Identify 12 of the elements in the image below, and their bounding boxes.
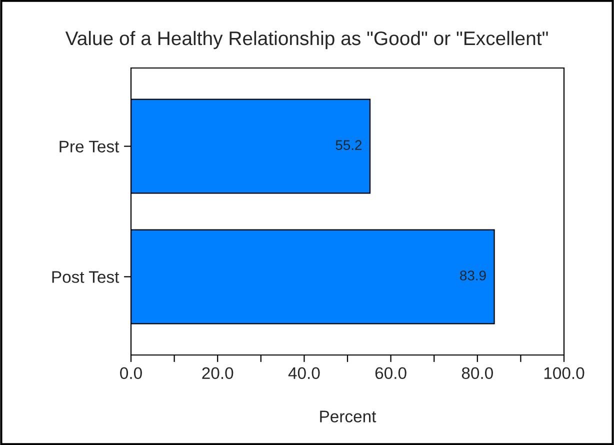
y-tick-label: Pre Test (60, 140, 120, 152)
y-tick-label: Post Test (52, 271, 120, 283)
x-tick-label: 60.0 (375, 367, 406, 380)
x-tick-label: 0.0 (120, 367, 142, 380)
x-axis-title: Percent (320, 410, 376, 422)
x-tick-label: 40.0 (288, 367, 320, 380)
x-tick-label: 100.0 (544, 367, 584, 380)
x-tick-label: 20.0 (202, 367, 234, 380)
x-tick-label: 80.0 (462, 367, 493, 380)
data-label: 83.9 (460, 270, 486, 280)
chart-title: Value of a Healthy Relationship as "Good" or "Excellent" (65, 30, 548, 50)
data-label: 55.2 (336, 140, 362, 150)
